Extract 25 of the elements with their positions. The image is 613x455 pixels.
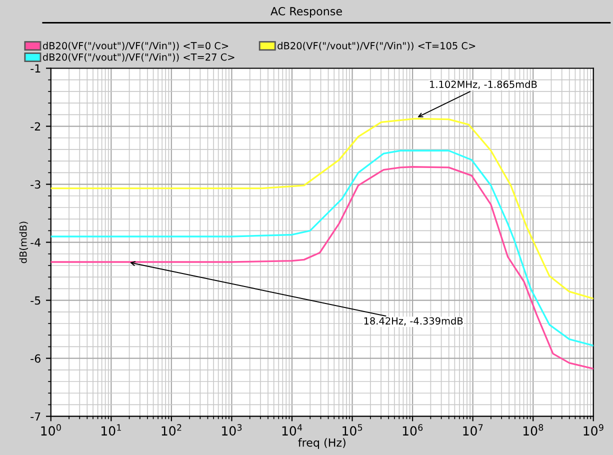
x-tick-label: 10$^{8}$ <box>523 424 544 436</box>
x-axis-title: freq (Hz) <box>298 438 346 449</box>
y-tick-label: -1 <box>30 64 40 72</box>
x-tick-label: 10$^{6}$ <box>402 424 423 436</box>
y-axis-title: dB(mdB) <box>19 222 28 264</box>
x-tick-label: 10$^{0}$ <box>41 424 61 436</box>
legend-label: dB20(VF("/vout")/VF("/Vin")) <T=105 C> <box>278 42 476 51</box>
y-tick-label: -7 <box>30 412 40 421</box>
x-tick-label: 10$^{7}$ <box>463 424 483 436</box>
x-tick-label: 10$^{3}$ <box>222 424 242 436</box>
x-tick-label: 10$^{9}$ <box>584 424 604 436</box>
x-tick-label: 10$^{4}$ <box>282 424 302 436</box>
legend-label: dB20(VF("/vout")/VF("/Vin")) <T=27 C> <box>42 53 234 62</box>
x-tick-label: 10$^{2}$ <box>162 424 182 436</box>
x-tick-label: 10$^{5}$ <box>342 424 362 436</box>
chart-title: AC Response <box>270 7 342 18</box>
x-tick-label: 10$^{1}$ <box>102 424 121 436</box>
y-tick-label: -6 <box>30 354 40 363</box>
y-tick-label: -2 <box>30 122 40 130</box>
legend-label: dB20(VF("/vout")/VF("/Vin")) <T=0 C> <box>42 42 228 51</box>
y-tick-label: -4 <box>30 238 41 247</box>
y-tick-label: -5 <box>30 296 40 305</box>
y-tick-label: -3 <box>30 180 40 189</box>
annotation: 18.42Hz, -4.339mdB <box>364 317 463 326</box>
annotation: 1.102MHz, -1.865mdB <box>430 80 537 90</box>
